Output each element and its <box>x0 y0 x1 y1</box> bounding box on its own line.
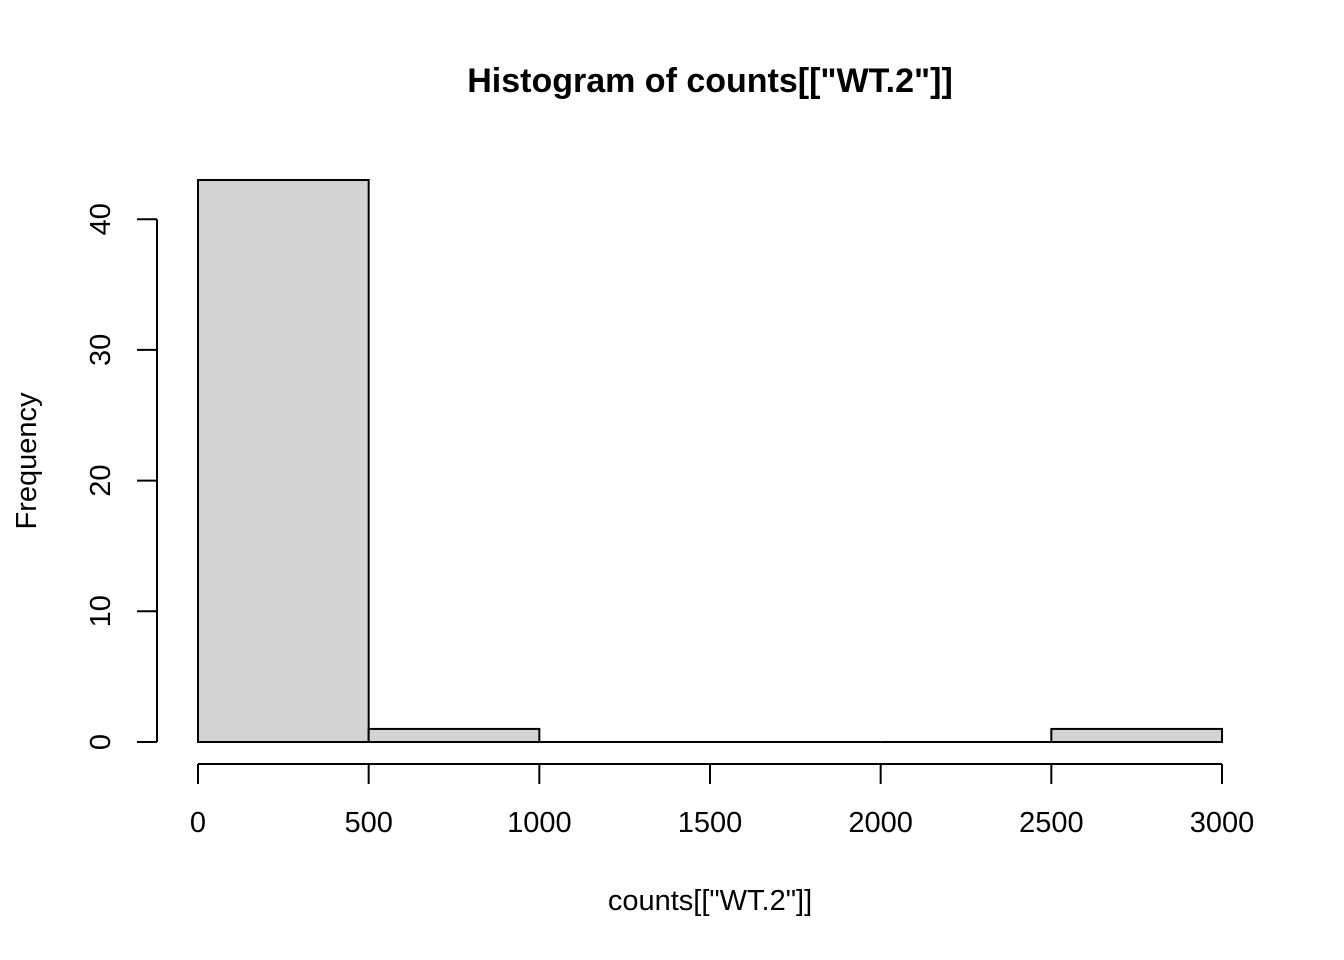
x-tick-label: 1000 <box>507 807 572 839</box>
x-tick-label: 3000 <box>1190 807 1255 839</box>
histogram-bar-5 <box>1050 727 1224 744</box>
x-tick-label: 2000 <box>848 807 913 839</box>
x-axis: 0 500 1000 1500 2000 2500 3000 <box>190 763 1255 839</box>
histogram-bar-1 <box>367 727 541 744</box>
y-axis: 0 10 20 30 40 <box>85 203 158 750</box>
y-axis-label: Frequency <box>11 392 43 530</box>
bars-group <box>197 179 1224 744</box>
x-tick-label: 1500 <box>678 807 743 839</box>
y-tick-label: 0 <box>85 734 117 750</box>
y-tick-label: 10 <box>85 595 117 627</box>
x-axis-label: counts[["WT.2"]] <box>608 885 812 917</box>
x-tick-label: 2500 <box>1019 807 1084 839</box>
x-tick-label: 0 <box>190 807 206 839</box>
histogram-bar-0 <box>197 179 370 743</box>
y-tick-label: 40 <box>85 203 117 235</box>
y-tick-label: 30 <box>85 334 117 366</box>
y-tick-label: 20 <box>85 464 117 496</box>
chart-title: Histogram of counts[["WT.2"]] <box>467 62 953 100</box>
x-tick-label: 500 <box>344 807 392 839</box>
